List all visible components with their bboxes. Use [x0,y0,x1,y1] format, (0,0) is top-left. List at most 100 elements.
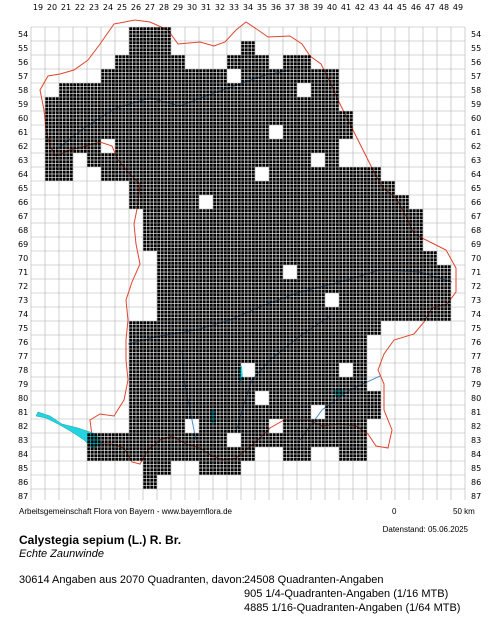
occurrence-dot [311,247,315,251]
occurrence-dot [248,219,252,223]
occurrence-dot [139,149,143,153]
occurrence-dot [195,139,199,143]
occurrence-dot [55,160,59,164]
occurrence-dot [293,111,297,115]
occurrence-dot [255,160,259,164]
occurrence-dot [426,261,430,265]
occurrence-dot [346,114,350,118]
occurrence-dot [48,149,52,153]
occurrence-dot [164,205,168,209]
occurrence-dot [244,209,248,213]
occurrence-dot [101,156,105,160]
occurrence-dot [230,247,234,251]
occurrence-dot [339,121,343,125]
occurrence-dot [174,219,178,223]
occurrence-dot [157,181,161,185]
occurrence-dot [150,72,154,76]
occurrence-dot [146,30,150,34]
occurrence-dot [139,163,143,167]
occurrence-dot [244,219,248,223]
occurrence-dot [300,111,304,115]
occurrence-dot [188,240,192,244]
occurrence-dot [258,184,262,188]
occurrence-dot [167,275,171,279]
occurrence-dot [346,247,350,251]
occurrence-dot [325,268,329,272]
occurrence-dot [251,237,255,241]
occurrence-dot [76,118,80,122]
occurrence-dot [192,149,196,153]
occurrence-dot [167,37,171,41]
occurrence-dot [237,146,241,150]
occurrence-dot [402,205,406,209]
occurrence-dot [45,146,49,150]
occurrence-dot [412,254,416,258]
occurrence-dot [276,139,280,143]
occurrence-dot [283,251,287,255]
occurrence-dot [160,251,164,255]
occurrence-dot [286,100,290,104]
occurrence-dot [293,97,297,101]
occurrence-dot [143,153,147,157]
occurrence-dot [192,272,196,276]
occurrence-dot [248,240,252,244]
occurrence-dot [202,93,206,97]
occurrence-dot [335,79,339,83]
occurrence-dot [181,97,185,101]
occurrence-dot [150,100,154,104]
occurrence-dot [108,69,112,73]
occurrence-dot [174,104,178,108]
occurrence-dot [241,258,245,262]
occurrence-dot [97,114,101,118]
occurrence-dot [241,216,245,220]
occurrence-dot [178,111,182,115]
occurrence-dot [391,223,395,227]
occurrence-dot [157,216,161,220]
occurrence-dot [83,149,87,153]
occurrence-dot [335,177,339,181]
occurrence-dot [188,191,192,195]
occurrence-dot [146,100,150,104]
occurrence-dot [265,258,269,262]
occurrence-dot [300,167,304,171]
occurrence-dot [223,247,227,251]
occurrence-dot [258,237,262,241]
occurrence-dot [87,114,91,118]
occurrence-dot [220,219,224,223]
occurrence-dot [174,86,178,90]
occurrence-dot [69,149,73,153]
occurrence-dot [339,261,343,265]
occurrence-dot [80,86,84,90]
occurrence-dot [321,97,325,101]
occurrence-dot [339,240,343,244]
occurrence-dot [230,202,234,206]
occurrence-dot [276,142,280,146]
occurrence-dot [283,237,287,241]
occurrence-dot [346,216,350,220]
occurrence-dot [356,181,360,185]
occurrence-dot [237,216,241,220]
occurrence-dot [272,254,276,258]
occurrence-dot [181,135,185,139]
occurrence-dot [143,177,147,181]
occurrence-dot [104,163,108,167]
occurrence-dot [153,177,157,181]
occurrence-dot [342,195,346,199]
occurrence-dot [269,275,273,279]
occurrence-dot [118,107,122,111]
occurrence-dot [234,83,238,87]
occurrence-dot [160,30,164,34]
occurrence-dot [94,111,98,115]
occurrence-dot [146,121,150,125]
occurrence-dot [286,58,290,62]
occurrence-dot [332,139,336,143]
occurrence-dot [255,247,259,251]
occurrence-dot [157,55,161,59]
occurrence-dot [227,118,231,122]
occurrence-dot [146,72,150,76]
occurrence-dot [314,132,318,136]
occurrence-dot [342,198,346,202]
occurrence-dot [388,258,392,262]
occurrence-dot [244,244,248,248]
occurrence-dot [153,79,157,83]
